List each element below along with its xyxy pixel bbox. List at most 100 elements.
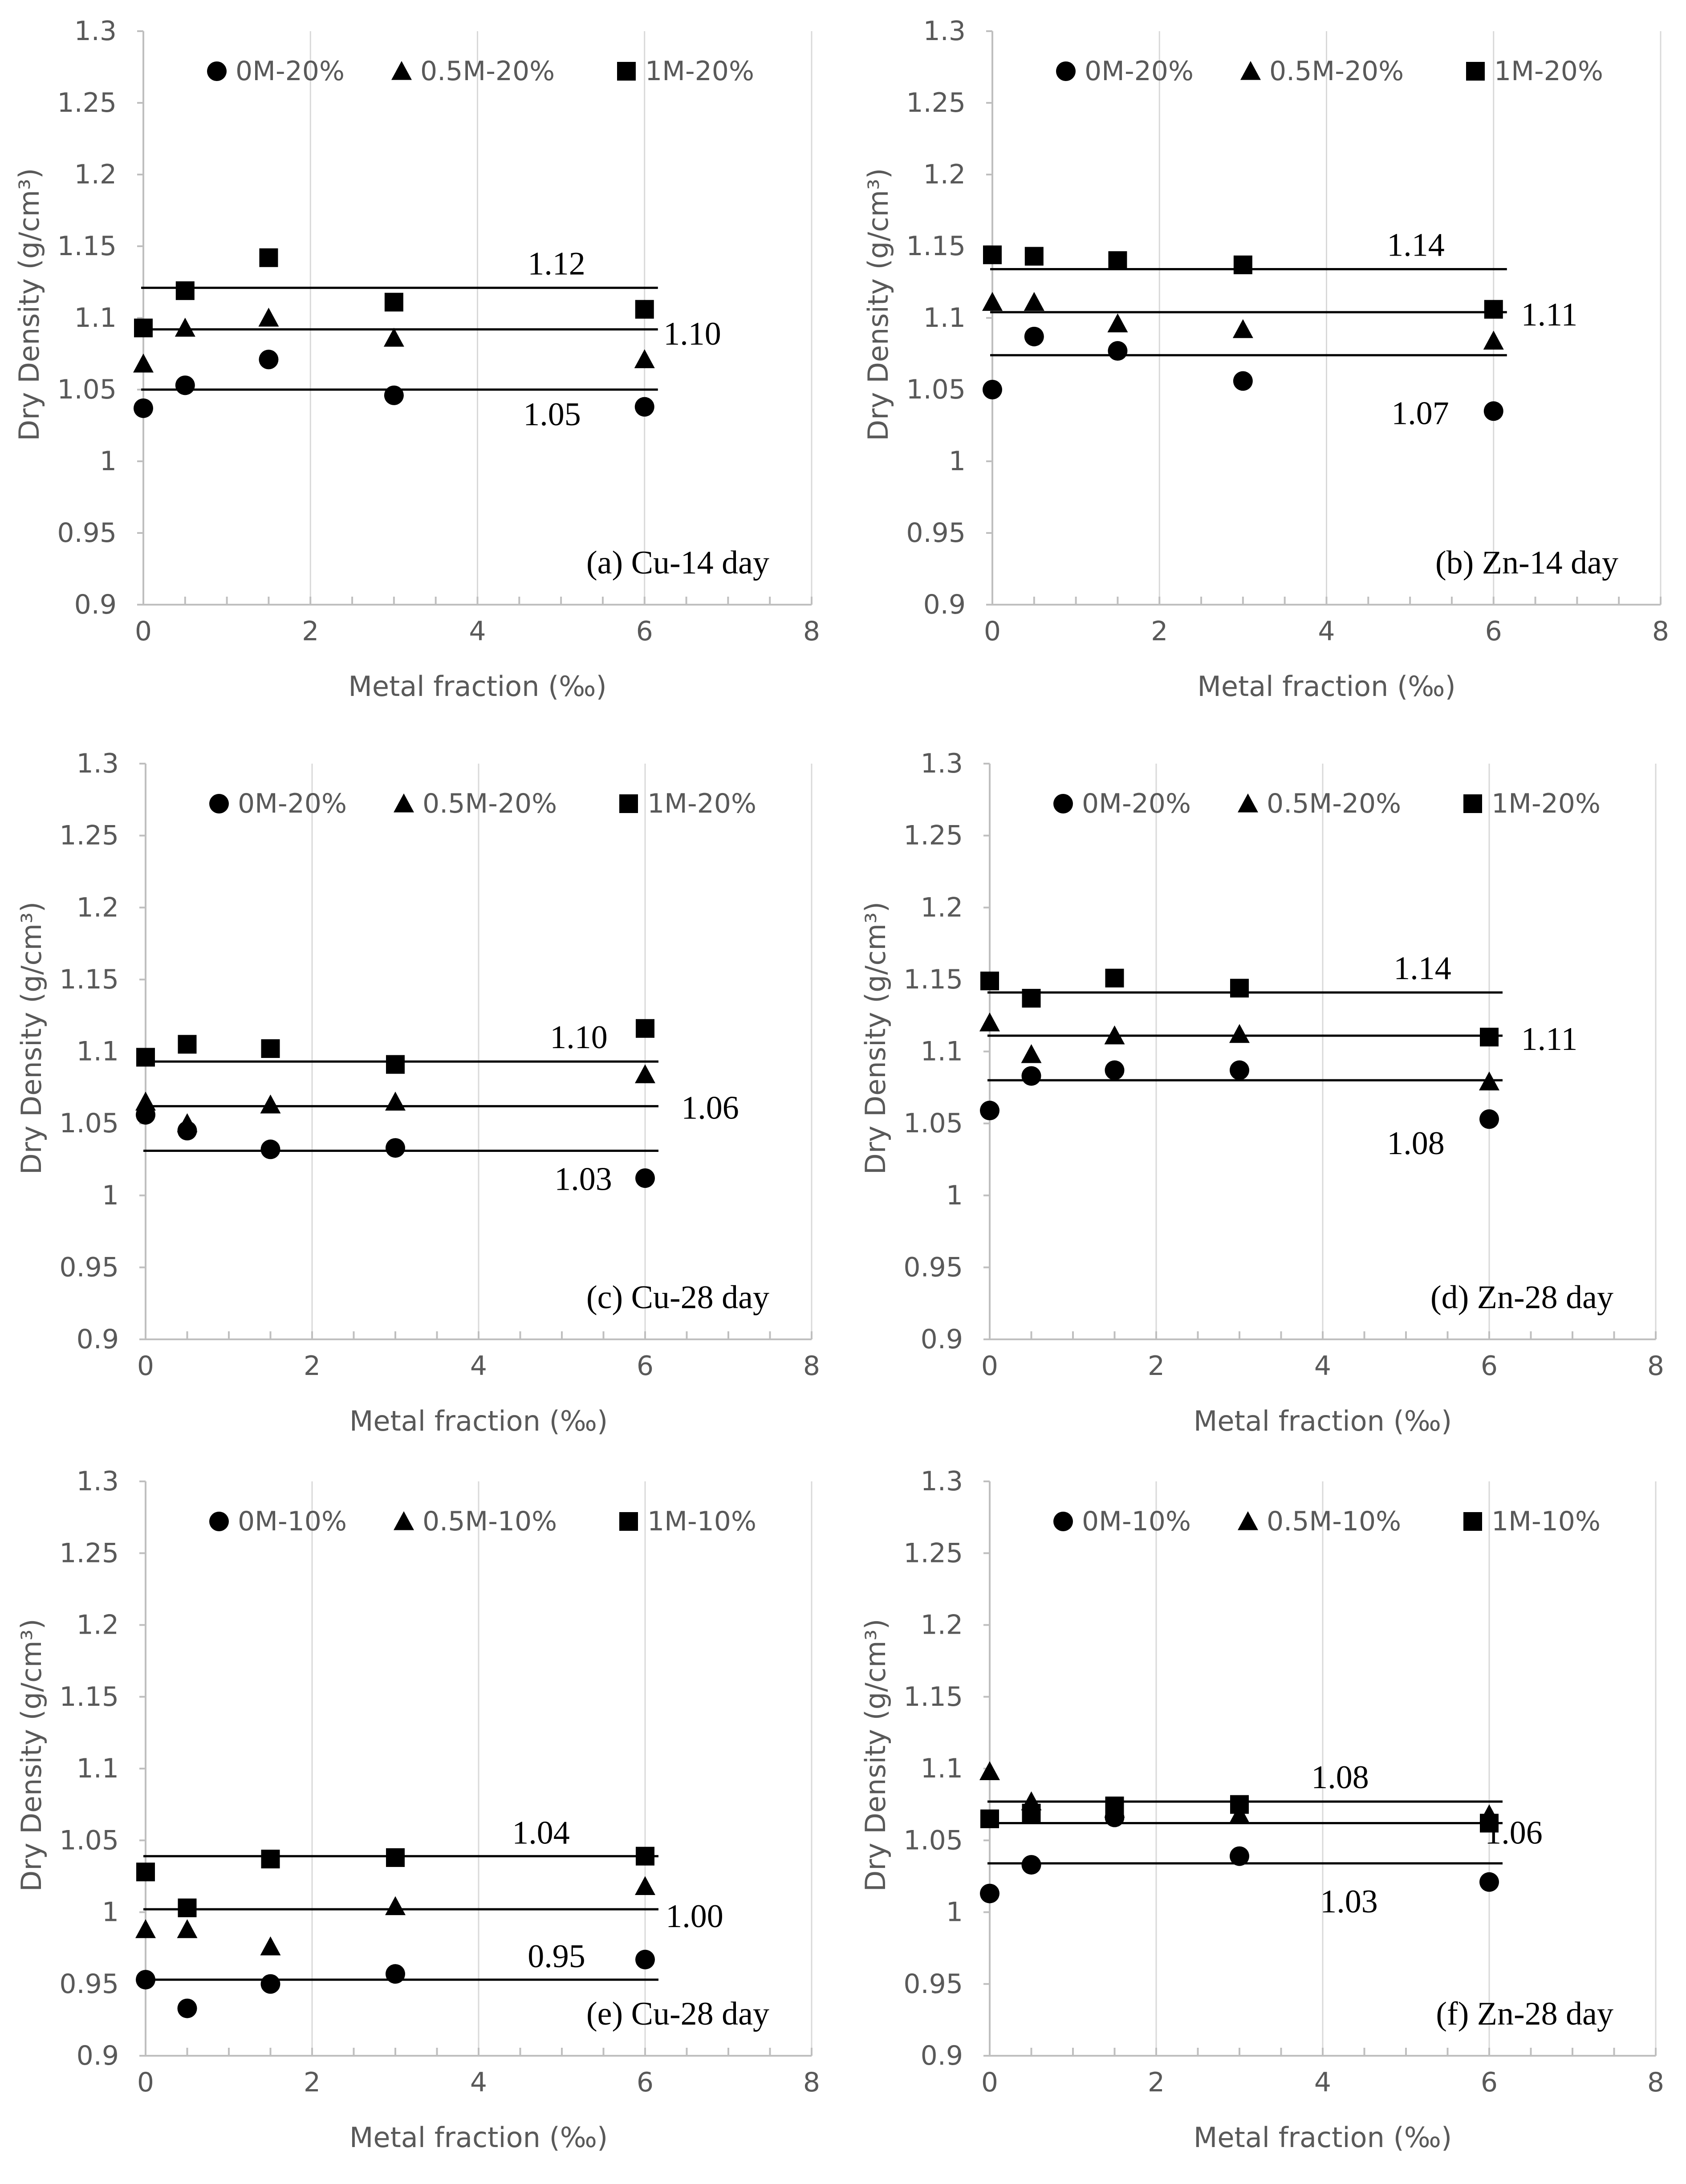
y-tick-label: 1.15	[59, 1681, 119, 1712]
legend-label: 0.5M-20%	[1267, 788, 1401, 819]
legend-label: 1M-10%	[1491, 1506, 1601, 1537]
legend-label: 0.5M-20%	[420, 56, 555, 87]
fit-line-label: 1.07	[1391, 395, 1449, 432]
panel-caption: (f) Zn-28 day	[1436, 1996, 1613, 2032]
y-tick-label: 1.15	[903, 964, 963, 995]
data-point-square	[136, 1863, 155, 1882]
data-point-circle	[177, 1998, 197, 2018]
data-point-triangle	[1229, 1024, 1250, 1043]
x-axis-title: Metal fraction (‰)	[349, 1405, 608, 1437]
panel-caption: (a) Cu-14 day	[586, 545, 769, 581]
data-point-circle	[1230, 1846, 1249, 1866]
legend-item-0: 0M-10%	[1053, 1506, 1191, 1537]
legend-item-2: 1M-20%	[619, 788, 756, 819]
x-tick-label: 2	[304, 2067, 321, 2098]
legend-marker-square	[617, 62, 636, 81]
x-tick-label: 8	[1647, 1350, 1664, 1382]
fit-line-label: 1.05	[523, 396, 581, 433]
series-square	[983, 245, 1503, 319]
fit-line-label: 1.14	[1393, 950, 1451, 987]
legend-item-1: 0.5M-20%	[394, 788, 557, 819]
series-square	[980, 1795, 1499, 1833]
y-axis-title: Dry Density (g/cm³)	[15, 902, 48, 1175]
data-point-triangle	[982, 292, 1003, 311]
data-point-square	[1480, 1028, 1499, 1047]
data-point-square	[1108, 251, 1127, 270]
legend-label: 0M-10%	[1082, 1506, 1191, 1537]
y-tick-label: 1.15	[906, 231, 966, 262]
y-axis-title: Dry Density (g/cm³)	[15, 1619, 48, 1891]
legend-marker-square	[1463, 1512, 1482, 1531]
y-tick-label: 1.2	[77, 1610, 119, 1641]
legend-marker-triangle	[1240, 61, 1261, 80]
legend-label: 0.5M-10%	[423, 1506, 557, 1537]
x-tick-label: 0	[981, 2067, 998, 2098]
data-point-triangle	[133, 354, 154, 373]
y-tick-label: 0.95	[903, 1968, 963, 2000]
legend-label: 0.5M-20%	[423, 788, 557, 819]
series-square	[980, 968, 1499, 1047]
legend-item-1: 0.5M-10%	[394, 1506, 557, 1537]
y-tick-label: 0.9	[923, 589, 966, 620]
x-tick-label: 4	[1314, 2067, 1331, 2098]
legend-label: 0M-20%	[238, 788, 347, 819]
series-square	[136, 1019, 654, 1074]
fit-line-label: 1.06	[681, 1090, 739, 1126]
data-point-square	[1233, 255, 1252, 274]
data-point-circle	[1233, 371, 1253, 391]
x-tick-label: 4	[1314, 1350, 1331, 1382]
x-tick-label: 8	[803, 616, 820, 647]
y-tick-label: 0.9	[921, 1324, 963, 1355]
x-tick-label: 0	[981, 1350, 998, 1382]
y-tick-label: 0.9	[74, 589, 117, 620]
data-point-square	[384, 293, 403, 312]
x-tick-label: 8	[1652, 616, 1669, 647]
data-point-circle	[386, 1964, 405, 1984]
y-tick-label: 1	[946, 1897, 963, 1928]
x-tick-label: 6	[636, 616, 653, 647]
panel-d: 0 2 4 6 8 0.9 0.95 1 1.05 1.1 1.15 1.2 1.25 1.3 Metal …	[859, 748, 1664, 1437]
data-point-triangle	[1107, 313, 1128, 333]
panel-e: 0 2 4 6 8 0.9 0.95 1 1.05 1.1 1.15 1.2 1.25 1.3 Metal …	[15, 1466, 820, 2154]
y-tick-label: 1.25	[59, 820, 119, 851]
x-axis-title: Metal fraction (‰)	[1194, 1405, 1452, 1437]
fit-line-label: 1.08	[1311, 1759, 1369, 1796]
data-point-triangle	[1483, 330, 1504, 350]
panel-caption: (b) Zn-14 day	[1435, 545, 1618, 581]
data-point-triangle	[177, 1919, 198, 1938]
panel-f: 0 2 4 6 8 0.9 0.95 1 1.05 1.1 1.15 1.2 1.25 1.3 Metal …	[859, 1466, 1664, 2154]
legend-item-1: 0.5M-20%	[1240, 56, 1404, 87]
data-point-circle	[1024, 326, 1044, 346]
data-point-triangle	[1479, 1071, 1499, 1090]
y-tick-label: 1.3	[921, 1466, 963, 1497]
data-point-circle	[1021, 1066, 1041, 1086]
legend-item-2: 1M-20%	[1463, 788, 1601, 819]
legend-label: 1M-20%	[1491, 788, 1601, 819]
fit-line-label: 1.03	[1320, 1883, 1378, 1920]
y-tick-label: 1.25	[903, 1537, 963, 1569]
data-point-circle	[1108, 341, 1128, 361]
legend-item-2: 1M-10%	[619, 1506, 756, 1537]
data-point-square	[1022, 988, 1041, 1008]
data-point-square	[261, 1850, 280, 1869]
data-point-circle	[1479, 1109, 1499, 1129]
data-point-circle	[1021, 1855, 1041, 1875]
data-point-square	[1105, 968, 1124, 988]
series-circle	[136, 1949, 655, 2018]
x-tick-label: 8	[803, 2067, 820, 2098]
y-tick-label: 1.15	[903, 1681, 963, 1712]
data-point-circle	[1483, 401, 1503, 421]
data-point-circle	[259, 350, 279, 370]
legend-label: 0.5M-10%	[1267, 1506, 1401, 1537]
legend-item-2: 1M-10%	[1463, 1506, 1601, 1537]
data-point-triangle	[385, 1091, 406, 1111]
data-point-square	[636, 1846, 654, 1866]
series-triangle	[979, 1012, 1499, 1090]
data-point-square	[1480, 1814, 1499, 1833]
legend-item-2: 1M-20%	[1466, 56, 1603, 87]
series-triangle	[135, 1876, 655, 1956]
x-axis-title: Metal fraction (‰)	[1197, 670, 1455, 703]
series-triangle	[979, 1761, 1499, 1823]
y-tick-label: 1.2	[921, 892, 963, 923]
series-square	[134, 248, 654, 338]
